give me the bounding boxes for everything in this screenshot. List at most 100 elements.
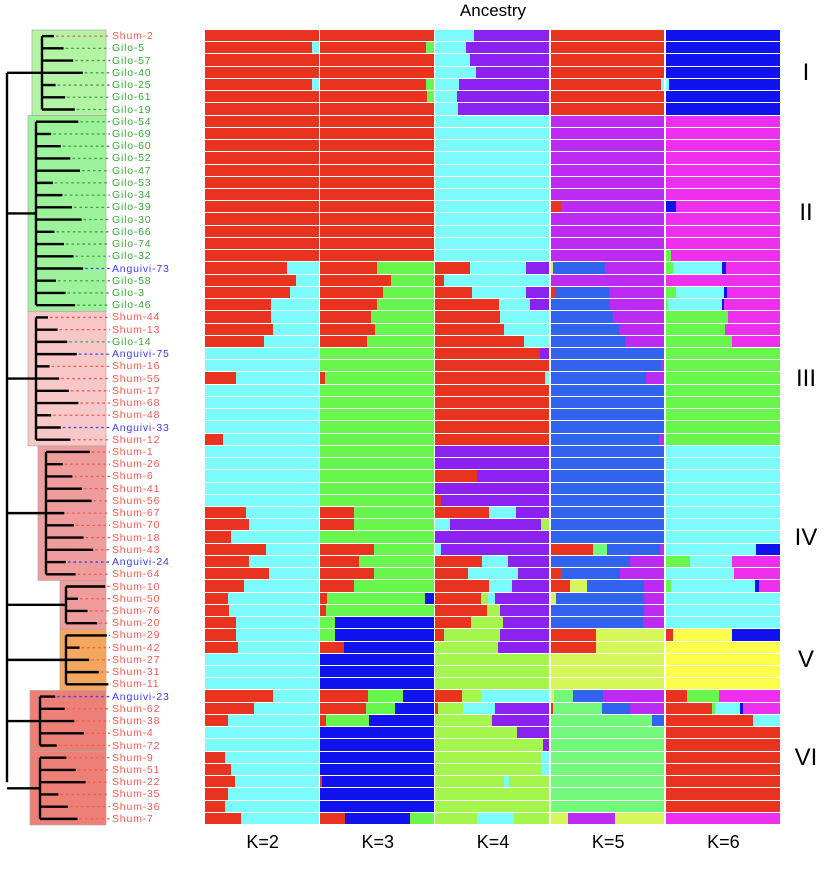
ancestry-strip bbox=[320, 800, 434, 813]
ancestry-strip bbox=[435, 299, 550, 312]
ancestry-strip bbox=[435, 384, 550, 397]
ancestry-segment bbox=[320, 519, 355, 531]
ancestry-segment bbox=[205, 348, 319, 360]
ancestry-segment bbox=[435, 250, 550, 262]
ancestry-segment bbox=[659, 543, 665, 555]
ancestry-segment bbox=[410, 812, 434, 824]
ancestry-segment bbox=[596, 641, 665, 653]
ancestry-segment bbox=[646, 372, 665, 384]
sample-label: Gilo-32 bbox=[112, 250, 152, 263]
ancestry-strip bbox=[435, 335, 550, 348]
ancestry-strip bbox=[550, 555, 665, 569]
ancestry-strip bbox=[665, 66, 780, 79]
ancestry-segment bbox=[320, 678, 434, 690]
ancestry-segment bbox=[550, 494, 665, 506]
ancestry-segment bbox=[205, 629, 236, 641]
ancestry-segment bbox=[665, 421, 780, 433]
ancestry-segment bbox=[435, 519, 451, 531]
ancestry-strip bbox=[205, 739, 319, 752]
ancestry-segment bbox=[354, 519, 434, 531]
ancestry-segment bbox=[573, 690, 603, 702]
ancestry-strip bbox=[205, 103, 319, 116]
ancestry-strip bbox=[320, 286, 434, 300]
ancestry-segment bbox=[435, 690, 462, 702]
ancestry-segment bbox=[550, 201, 561, 213]
ancestry-strip bbox=[665, 727, 780, 740]
clade-box bbox=[59, 580, 107, 630]
ancestry-segment bbox=[676, 286, 724, 299]
ancestry-segment bbox=[205, 690, 274, 702]
ancestry-segment bbox=[320, 800, 434, 812]
sample-label: Shum-6 bbox=[112, 470, 154, 483]
ancestry-segment bbox=[665, 776, 780, 788]
ancestry-segment bbox=[596, 629, 665, 641]
ancestry-strip bbox=[550, 739, 665, 752]
ancestry-segment bbox=[358, 555, 434, 568]
ancestry-strip bbox=[320, 189, 434, 202]
ancestry-strip bbox=[550, 348, 665, 361]
sample-label: Gilo-61 bbox=[112, 91, 152, 104]
ancestry-strip bbox=[550, 372, 665, 385]
ancestry-segment bbox=[205, 458, 319, 470]
ancestry-segment bbox=[552, 702, 602, 714]
ancestry-segment bbox=[665, 311, 729, 323]
ancestry-strip bbox=[435, 617, 550, 630]
ancestry-segment bbox=[435, 812, 478, 824]
ancestry-segment bbox=[753, 714, 780, 727]
ancestry-segment bbox=[424, 592, 434, 604]
sample-label: Shum-26 bbox=[112, 458, 161, 471]
ancestry-strip bbox=[205, 555, 319, 569]
ancestry-segment bbox=[205, 507, 246, 519]
ancestry-segment bbox=[320, 617, 335, 629]
ancestry-segment bbox=[543, 739, 550, 751]
ancestry-strip bbox=[320, 348, 434, 361]
ancestry-segment bbox=[550, 604, 644, 617]
ancestry-segment bbox=[665, 360, 780, 372]
ancestry-segment bbox=[550, 127, 665, 140]
ancestry-strip bbox=[205, 812, 319, 825]
ancestry-segment bbox=[435, 91, 457, 103]
ancestry-segment bbox=[253, 702, 319, 714]
ancestry-segment bbox=[205, 653, 319, 665]
ancestry-segment bbox=[550, 788, 665, 800]
ancestry-segment bbox=[205, 311, 271, 323]
ancestry-strip bbox=[550, 164, 665, 177]
ancestry-segment bbox=[541, 519, 550, 531]
ancestry-segment bbox=[435, 152, 550, 164]
ancestry-segment bbox=[320, 91, 428, 103]
ancestry-segment bbox=[550, 592, 557, 604]
ancestry-segment bbox=[235, 617, 319, 629]
ancestry-segment bbox=[264, 335, 319, 347]
ancestry-segment bbox=[320, 103, 434, 115]
ancestry-segment bbox=[334, 629, 434, 641]
ancestry-segment bbox=[469, 262, 527, 274]
ancestry-strip bbox=[435, 433, 550, 446]
ancestry-strip bbox=[435, 714, 550, 728]
ancestry-segment bbox=[205, 225, 319, 237]
ancestry-strip bbox=[435, 201, 550, 214]
ancestry-segment bbox=[320, 776, 323, 788]
sample-label: Shum-18 bbox=[112, 531, 161, 544]
ancestry-segment bbox=[665, 470, 780, 482]
ancestry-segment bbox=[560, 201, 665, 213]
ancestry-strip bbox=[435, 323, 550, 336]
ancestry-segment bbox=[665, 519, 780, 531]
ancestry-segment bbox=[569, 580, 587, 592]
ancestry-strip bbox=[550, 470, 665, 483]
ancestry-segment bbox=[665, 299, 669, 311]
ancestry-segment bbox=[550, 78, 661, 91]
ancestry-strip bbox=[320, 751, 434, 764]
ancestry-segment bbox=[205, 702, 254, 714]
ancestry-segment bbox=[723, 299, 780, 311]
ancestry-segment bbox=[205, 788, 228, 800]
k-label: K=4 bbox=[476, 832, 510, 852]
ancestry-segment bbox=[743, 702, 780, 714]
ancestry-segment bbox=[320, 653, 434, 665]
ancestry-strip bbox=[665, 458, 780, 471]
ancestry-strip bbox=[205, 653, 319, 666]
sample-label: Shum-42 bbox=[112, 641, 161, 654]
ancestry-strip bbox=[550, 788, 665, 801]
ancestry-strip bbox=[665, 519, 780, 532]
ancestry-segment bbox=[665, 225, 780, 237]
ancestry-segment bbox=[395, 702, 434, 714]
